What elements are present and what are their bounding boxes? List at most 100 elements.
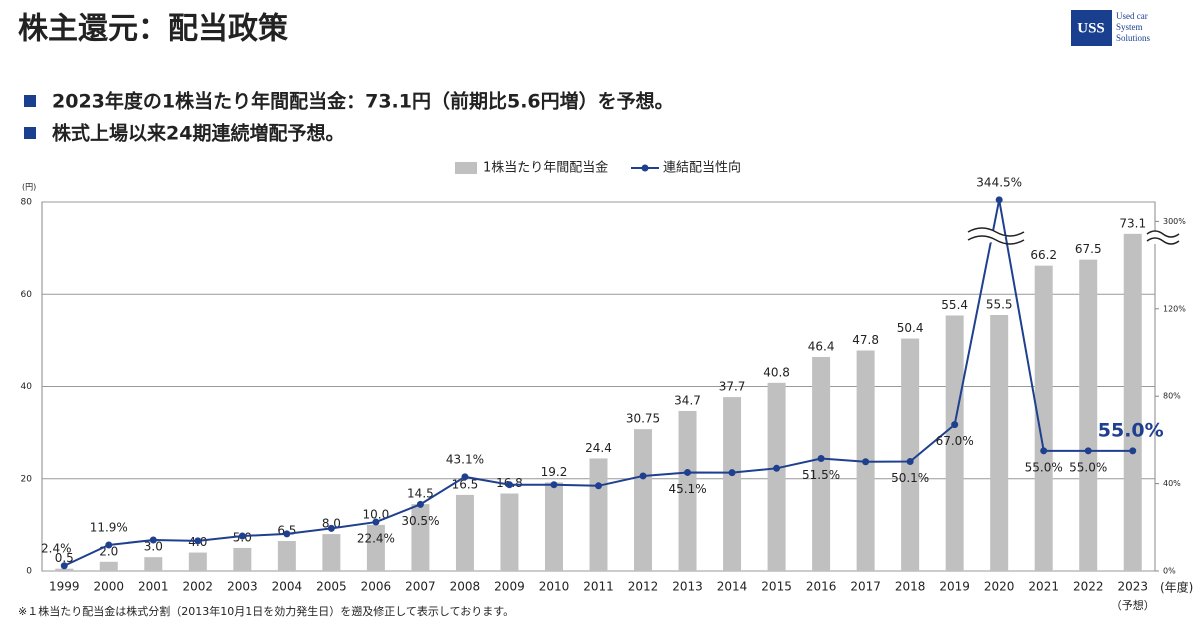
line-marker — [773, 464, 781, 472]
line-marker — [639, 472, 647, 480]
x-tick-label: 2016 — [806, 580, 837, 594]
bar — [1034, 265, 1053, 571]
y-tick-label: 20 — [21, 474, 33, 484]
line-value-label: 22.4% — [357, 532, 395, 546]
x-tick-label: 2017 — [850, 580, 881, 594]
line-marker — [728, 469, 736, 477]
bar — [277, 541, 296, 571]
line-marker — [461, 473, 469, 481]
line-value-label: 344.5% — [976, 175, 1022, 189]
line-value-label: 50.1% — [891, 471, 929, 485]
x-tick-label: 2012 — [628, 580, 659, 594]
logo-tagline: Solutions — [1116, 33, 1151, 43]
bar-value-label: 67.5 — [1075, 242, 1102, 256]
x-tick-label: 2009 — [494, 580, 525, 594]
x-tick-label: 2021 — [1028, 580, 1059, 594]
line-marker — [416, 500, 424, 508]
x-tick-label: 2008 — [450, 580, 481, 594]
line-marker — [194, 537, 202, 545]
bar — [99, 561, 118, 571]
x-tick-label: 2022 — [1073, 580, 1104, 594]
x-tick-label: 2002 — [183, 580, 214, 594]
y2-tick-label: 0% — [1163, 567, 1176, 576]
line-marker — [862, 458, 870, 466]
line-value-label: 55.0% — [1025, 460, 1063, 474]
line-value-label: 55.0% — [1098, 419, 1164, 441]
bar — [366, 524, 385, 571]
line-value-label: 51.5% — [802, 468, 840, 482]
x-tick-label: 2019 — [939, 580, 970, 594]
bar — [188, 552, 207, 571]
bar — [1123, 233, 1142, 572]
line-marker — [995, 196, 1003, 204]
legend-label: 1株当たり年間配当金 — [483, 160, 608, 176]
logo-tagline: Used car — [1116, 11, 1148, 21]
x-tick-label: 2007 — [405, 580, 436, 594]
bar-value-label: 50.4 — [897, 321, 924, 335]
legend-swatch — [455, 162, 477, 174]
legend-swatch — [641, 164, 649, 172]
line-marker — [550, 481, 558, 489]
footnote: ※１株当たり配当金は株式分割（2013年10月1日を効力発生日）を遡及修正して表… — [18, 604, 514, 618]
y-tick-label: 40 — [21, 382, 33, 392]
bullet-text: 2023年度の1株当たり年間配当金：73.1円（前期比5.6円増）を予想。 — [52, 90, 674, 113]
bullet-icon — [24, 95, 36, 107]
x-tick-label: 2018 — [895, 580, 926, 594]
line-value-label: 67.0% — [936, 434, 974, 448]
line-value-label: 55.0% — [1069, 460, 1107, 474]
x-tick-label: 2015 — [761, 580, 792, 594]
bar — [55, 568, 74, 571]
bar — [634, 429, 653, 571]
logo-name: USS — [1077, 20, 1105, 36]
bar-value-label: 55.5 — [986, 298, 1013, 312]
x-tick-label: 2011 — [583, 580, 614, 594]
line-marker — [372, 518, 380, 526]
bar-value-label: 3.0 — [144, 540, 163, 554]
bar — [411, 504, 430, 571]
line-marker — [684, 468, 692, 476]
bar — [455, 494, 474, 571]
x-tick-label: 2014 — [717, 580, 748, 594]
bar-value-label: 46.4 — [808, 339, 835, 353]
forecast-note: （予想） — [1111, 598, 1155, 612]
line-value-label: 11.9% — [90, 521, 128, 535]
bar — [767, 382, 786, 571]
x-tick-label: 2000 — [94, 580, 125, 594]
line-marker — [105, 541, 113, 549]
bar-value-label: 34.7 — [674, 393, 701, 407]
legend-label: 連結配当性向 — [663, 160, 741, 176]
y2-tick-label: 120% — [1163, 304, 1186, 313]
axis-break — [967, 227, 1180, 245]
x-unit: (年度) — [1160, 580, 1193, 595]
x-tick-label: 2006 — [361, 580, 392, 594]
y-tick-label: 80 — [21, 198, 33, 208]
bar-value-label: 19.2 — [541, 465, 568, 479]
line-marker — [595, 482, 602, 490]
y-unit: (円) — [22, 183, 36, 192]
x-tick-label: 2001 — [138, 580, 169, 594]
line-value-label: 43.1% — [446, 452, 484, 466]
line-value-label: 45.1% — [668, 482, 706, 496]
x-tick-label: 2020 — [984, 580, 1015, 594]
chart-layer: 0 20 40 60 80 0% 40% 80% 120% 300% 1999 2000 2001 200… — [21, 160, 1187, 613]
logo-box — [1071, 10, 1112, 46]
bar — [233, 547, 252, 571]
line-marker — [238, 532, 246, 540]
line-marker — [1084, 447, 1092, 455]
x-tick-label: 1999 — [49, 580, 80, 594]
bar — [589, 458, 608, 571]
y-tick-label: 60 — [21, 290, 33, 300]
bullet-icon — [24, 127, 36, 139]
x-tick-label: 2023 — [1117, 580, 1148, 594]
line-value-label: 30.5% — [401, 514, 439, 528]
bar — [812, 356, 831, 571]
line-value-label: 2.4% — [41, 541, 72, 555]
line-marker — [906, 458, 914, 466]
y-tick-label: 0 — [26, 567, 32, 577]
bar — [678, 410, 697, 571]
line-marker — [817, 454, 825, 462]
line-marker — [505, 481, 513, 489]
bar-value-label: 37.7 — [719, 380, 746, 394]
bar-value-label: 0.5 — [55, 551, 74, 565]
